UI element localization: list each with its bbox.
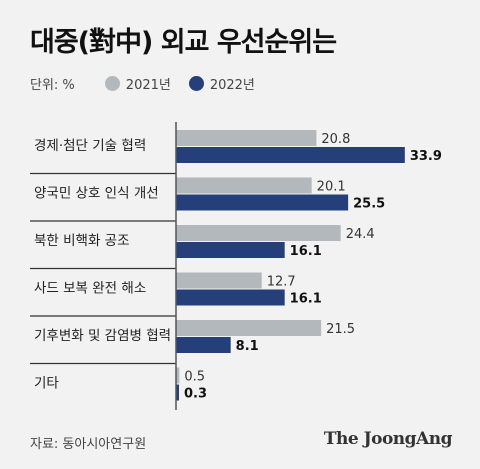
legend-label-2022: 2022년: [209, 78, 255, 93]
bar-2021: [176, 272, 262, 289]
category-label: 사드 보복 완전 해소: [34, 281, 146, 297]
bar-2021: [176, 177, 312, 194]
category-label: 양국민 상호 인식 개선: [34, 186, 159, 202]
value-label-2021: 20.8: [321, 132, 350, 147]
value-label-2022: 25.5: [353, 197, 385, 212]
value-label-2022: 16.1: [290, 292, 322, 307]
bar-2022: [176, 289, 285, 306]
bar-2021: [176, 225, 341, 241]
category-label: 경제·첨단 기술 협력: [34, 138, 146, 154]
legend-swatch-2022: [188, 76, 204, 91]
value-label-2022: 8.1: [236, 339, 259, 354]
category-label: 기후변화 및 감염병 협력: [34, 328, 171, 344]
legend-swatch-2021: [104, 76, 120, 91]
value-label-2022: 33.9: [410, 149, 442, 164]
bar-2022: [176, 384, 179, 401]
bar-2021: [176, 320, 322, 336]
value-label-2021: 20.1: [317, 180, 346, 195]
source-note: 자료: 동아시아연구원: [30, 437, 147, 452]
bar-2021: [176, 367, 180, 384]
value-label-2021: 24.4: [346, 227, 375, 242]
bar-2022: [176, 147, 405, 163]
legend-item-2022: 2022년: [188, 74, 255, 93]
bar-2022: [176, 194, 349, 211]
legend: 단위: % 2021년 2022년: [30, 74, 273, 93]
unit-label: 단위: %: [30, 78, 75, 93]
value-label-2021: 12.7: [267, 275, 296, 290]
value-label-2021: 0.5: [184, 370, 205, 385]
value-label-2022: 16.1: [290, 244, 322, 259]
category-label: 북한 비핵화 공조: [34, 233, 130, 249]
legend-item-2021: 2021년: [104, 74, 171, 93]
bar-2021: [176, 130, 317, 146]
bar-2022: [176, 337, 231, 353]
brand-logo: The JoongAng: [323, 429, 453, 449]
chart-title: 대중(對中) 외교 우선순위는: [30, 27, 337, 58]
legend-label-2021: 2021년: [125, 78, 171, 93]
bar-2022: [176, 242, 285, 258]
value-label-2021: 21.5: [326, 322, 355, 337]
category-label: 기타: [34, 376, 59, 392]
value-label-2022: 0.3: [184, 387, 207, 402]
